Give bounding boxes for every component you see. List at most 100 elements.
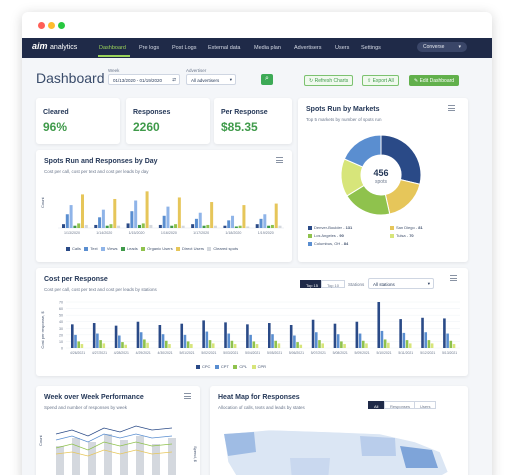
bar[interactable] — [92, 323, 96, 348]
bar[interactable] — [186, 341, 190, 348]
bar[interactable] — [296, 342, 299, 348]
bar[interactable] — [211, 343, 215, 348]
stations-select[interactable]: All stations ▾ — [368, 278, 434, 289]
bar[interactable] — [166, 206, 170, 228]
minimize-window-button[interactable] — [48, 22, 55, 29]
bar[interactable] — [121, 342, 124, 348]
bar[interactable] — [223, 225, 227, 228]
bar[interactable] — [249, 334, 252, 348]
bar[interactable] — [183, 334, 187, 348]
bar[interactable] — [340, 341, 343, 348]
bar[interactable] — [143, 339, 146, 348]
nav-settings[interactable]: Settings — [361, 45, 381, 51]
nav-advertisers[interactable]: Advertisers — [294, 45, 322, 51]
bar[interactable] — [227, 333, 231, 348]
bar[interactable] — [365, 343, 368, 348]
bar[interactable] — [230, 340, 234, 348]
bar[interactable] — [443, 318, 446, 348]
legend-item[interactable]: Direct Users — [176, 246, 204, 251]
bar[interactable] — [274, 340, 277, 348]
week-date-field[interactable]: 01/13/2020 - 01/19/2020 ⇄ — [108, 74, 180, 85]
bar[interactable] — [177, 197, 181, 228]
bar[interactable] — [289, 325, 293, 348]
bar[interactable] — [278, 225, 282, 228]
nav-media-plan[interactable]: Media plan — [254, 45, 281, 51]
bar[interactable] — [137, 224, 141, 228]
legend-item[interactable]: Leads — [120, 246, 138, 251]
donut-slice[interactable] — [343, 134, 382, 168]
bar[interactable] — [311, 319, 315, 348]
bar[interactable] — [180, 323, 184, 348]
bar[interactable] — [113, 198, 117, 228]
bar[interactable] — [213, 225, 217, 228]
bar[interactable] — [377, 302, 381, 348]
bar[interactable] — [421, 317, 424, 348]
legend-item[interactable]: Calls — [66, 246, 81, 251]
bar[interactable] — [117, 225, 121, 228]
bar[interactable] — [205, 331, 209, 348]
close-window-button[interactable] — [38, 22, 45, 29]
top10-toggle[interactable]: Top 10 — [321, 280, 346, 288]
all-toggle[interactable]: All — [368, 401, 385, 409]
edit-dashboard-button[interactable]: ✎ Edit Dashboard — [409, 75, 460, 86]
bar[interactable] — [238, 225, 242, 228]
bar[interactable] — [202, 320, 205, 348]
bar[interactable] — [267, 225, 271, 228]
bar[interactable] — [134, 200, 138, 228]
bar[interactable] — [427, 340, 431, 348]
nav-post-logs[interactable]: Post Logs — [172, 45, 197, 51]
bar[interactable] — [198, 212, 202, 228]
bar[interactable] — [387, 342, 390, 348]
legend-item[interactable]: Views — [100, 246, 118, 251]
bar[interactable] — [101, 209, 105, 228]
bar[interactable] — [227, 220, 231, 228]
bar[interactable] — [194, 218, 198, 228]
bar[interactable] — [164, 340, 168, 348]
bar[interactable] — [98, 217, 102, 228]
bar[interactable] — [99, 340, 102, 348]
bar[interactable] — [77, 341, 80, 348]
bar[interactable] — [190, 344, 193, 348]
bar[interactable] — [84, 224, 88, 228]
bar[interactable] — [402, 332, 406, 348]
bar[interactable] — [274, 203, 278, 228]
legend-item[interactable]: Denver-Boulder - 131 — [308, 224, 352, 232]
bar[interactable] — [170, 225, 174, 228]
bar[interactable] — [446, 333, 449, 348]
bar[interactable] — [321, 343, 324, 348]
bar[interactable] — [424, 332, 428, 348]
bar[interactable] — [271, 334, 274, 348]
bar[interactable] — [224, 322, 227, 348]
legend-item[interactable]: CPC — [196, 364, 210, 369]
bar[interactable] — [380, 330, 384, 348]
bar[interactable] — [202, 225, 206, 228]
bar[interactable] — [109, 224, 113, 228]
bar[interactable] — [268, 323, 271, 348]
legend-item[interactable]: Organic Users — [141, 246, 173, 251]
bar[interactable] — [405, 340, 409, 348]
bar[interactable] — [242, 205, 246, 228]
bar[interactable] — [94, 224, 98, 228]
bar[interactable] — [158, 325, 162, 348]
bar[interactable] — [158, 224, 162, 228]
legend-item[interactable]: Text — [84, 246, 98, 251]
card-menu-icon[interactable] — [448, 105, 455, 113]
bar[interactable] — [102, 343, 106, 348]
bar[interactable] — [299, 344, 303, 348]
search-button[interactable]: ⌕ — [261, 74, 273, 85]
bar[interactable] — [449, 340, 453, 348]
user-menu[interactable]: Converse ▾ — [417, 42, 467, 52]
bar[interactable] — [73, 225, 77, 228]
bar[interactable] — [124, 344, 127, 348]
nav-pre-logs[interactable]: Pre logs — [139, 45, 160, 51]
bar[interactable] — [277, 343, 281, 348]
state-region[interactable] — [400, 446, 438, 468]
bar[interactable] — [333, 323, 337, 348]
app-logo[interactable]: aim analytics — [32, 41, 78, 51]
state-region[interactable] — [360, 436, 396, 456]
responses-toggle[interactable]: Responses — [384, 401, 417, 409]
bar[interactable] — [255, 344, 259, 348]
legend-item[interactable]: Columbus, OH - 84 — [308, 240, 352, 248]
bar[interactable] — [263, 214, 267, 228]
card-menu-icon[interactable] — [184, 393, 191, 401]
